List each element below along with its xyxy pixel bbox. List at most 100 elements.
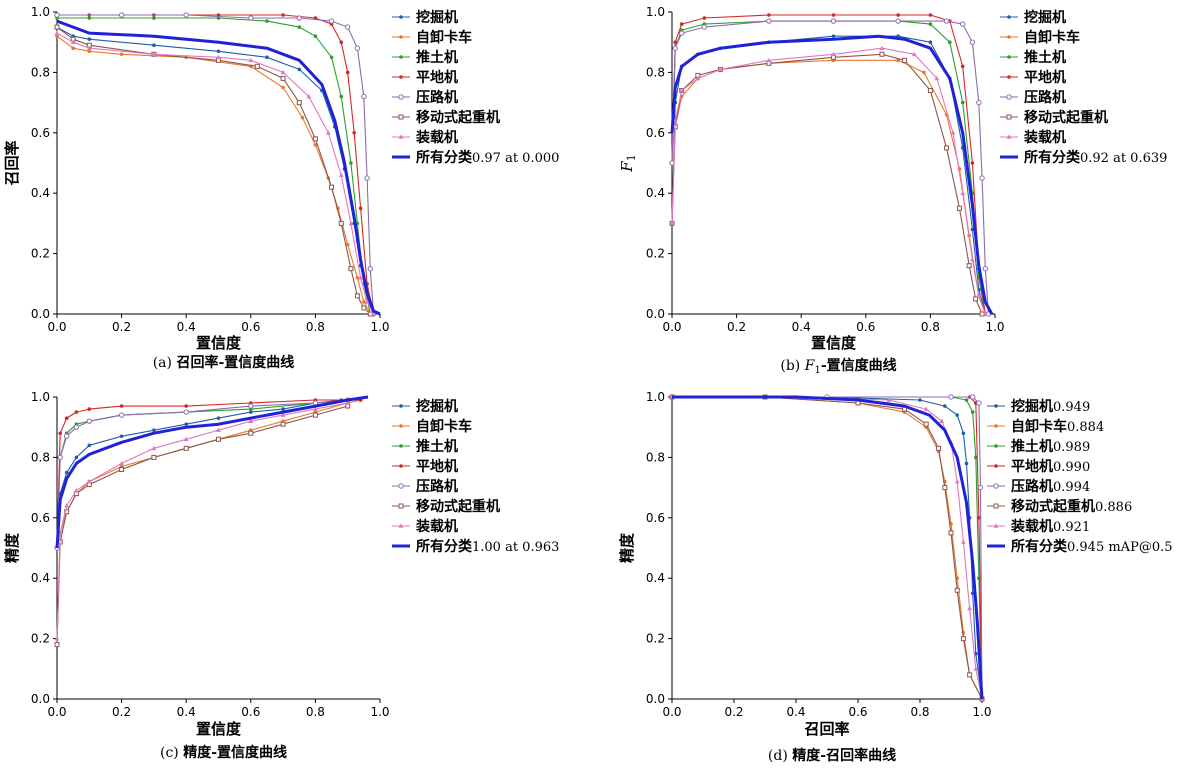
panel-caption: (c) 精度-置信度曲线 xyxy=(160,744,287,761)
data-point xyxy=(265,55,269,60)
chart-panel-c: 0.0 0.2 0.4 0.6 0.8 1.0 0.0 0.2 0.4 0.6 0.8 1.0 置信度 精… xyxy=(3,390,559,761)
data-point xyxy=(119,434,124,439)
series-line xyxy=(671,20,990,315)
data-point xyxy=(86,478,92,484)
data-point xyxy=(927,88,933,94)
data-point xyxy=(119,404,124,408)
legend-marker xyxy=(399,424,403,428)
data-point xyxy=(280,421,286,427)
legend-entry: 装载机 xyxy=(1023,129,1066,146)
y-axis-title: 精度 xyxy=(3,532,21,563)
series-0 xyxy=(670,34,988,316)
legend-entry: 压路机 xyxy=(416,89,458,106)
chart-panel-a: 0.0 0.2 0.4 0.6 0.8 1.0 0.0 0.2 0.4 0.6 0.8 1.0 置信度 召… xyxy=(3,5,559,371)
data-point xyxy=(939,418,945,423)
data-point xyxy=(300,115,305,120)
data-point xyxy=(977,516,981,520)
data-point xyxy=(358,275,364,280)
data-point xyxy=(281,85,285,90)
data-point xyxy=(970,410,975,414)
x-axis-title: 置信度 xyxy=(196,720,242,738)
legend-marker xyxy=(399,35,403,39)
data-point xyxy=(152,43,156,48)
data-point xyxy=(216,416,221,420)
data-point xyxy=(361,93,367,100)
data-point xyxy=(896,13,900,17)
data-point xyxy=(86,45,92,51)
data-point xyxy=(348,220,354,226)
series-line xyxy=(56,19,381,316)
data-point xyxy=(151,445,157,451)
legend-marker xyxy=(1007,75,1011,79)
series-1 xyxy=(670,395,984,701)
series-4 xyxy=(54,12,377,317)
series-line xyxy=(670,34,994,315)
y-tick-label: 0.4 xyxy=(646,571,665,585)
data-point xyxy=(923,421,929,427)
series-0 xyxy=(55,25,376,316)
legend-entry: 压路机 xyxy=(416,478,458,495)
series-line xyxy=(56,399,348,549)
data-point xyxy=(54,24,60,30)
data-point xyxy=(184,422,188,426)
data-point xyxy=(64,470,69,475)
data-point xyxy=(183,12,189,18)
data-point xyxy=(954,587,960,593)
data-point xyxy=(960,636,966,642)
data-point xyxy=(678,30,685,36)
data-point xyxy=(119,52,124,57)
data-point xyxy=(296,15,302,21)
y-tick-label: 0.2 xyxy=(31,632,50,646)
data-point xyxy=(73,488,79,493)
data-point xyxy=(280,69,286,75)
legend: 挖掘机0.949 自卸卡车0.884 推土机0.989 平地机0.990 压路机0.99… xyxy=(987,398,1173,555)
legend-entry: 平地机0.990 xyxy=(1011,458,1090,475)
data-point xyxy=(358,206,363,211)
data-point xyxy=(54,636,60,641)
data-point xyxy=(54,642,60,648)
series-4 xyxy=(669,394,985,702)
panel-caption: (d) 精度-召回率曲线 xyxy=(768,747,896,764)
data-point xyxy=(87,16,92,20)
legend-entry: 挖掘机 xyxy=(416,9,458,26)
data-point xyxy=(265,19,269,23)
data-point xyxy=(152,16,156,20)
x-axis-title: 召回率 xyxy=(804,720,849,738)
legend-marker xyxy=(994,444,998,448)
data-point xyxy=(679,22,684,26)
legend-marker xyxy=(398,134,404,139)
data-point xyxy=(248,57,254,63)
x-tick-label: 0.0 xyxy=(662,705,681,719)
y-tick-label: 0.0 xyxy=(31,307,50,321)
data-point xyxy=(74,455,79,460)
data-point xyxy=(944,145,950,151)
data-point xyxy=(928,22,933,26)
legend-marker xyxy=(399,444,403,448)
data-point xyxy=(216,16,221,20)
x-axis-title: 置信度 xyxy=(196,334,242,352)
data-point xyxy=(934,75,940,81)
data-point xyxy=(766,57,772,63)
data-point xyxy=(960,100,965,105)
series-6 xyxy=(54,30,376,316)
series-5 xyxy=(54,403,351,648)
series-4 xyxy=(669,18,992,317)
legend-marker xyxy=(1007,15,1011,19)
data-point xyxy=(313,406,318,411)
data-point xyxy=(982,266,989,272)
x-tick-label: 0.2 xyxy=(112,320,131,334)
data-point xyxy=(64,503,70,508)
y-axis-title: 召回率 xyxy=(3,140,21,185)
legend-marker xyxy=(399,15,403,19)
legend-entry: 推土机 xyxy=(1024,49,1066,66)
y-tick-label: 1.0 xyxy=(31,5,50,19)
data-point xyxy=(922,70,926,75)
data-point xyxy=(702,16,707,20)
data-point xyxy=(183,436,189,442)
legend-marker xyxy=(993,523,999,528)
data-point xyxy=(364,175,370,181)
legend-entry: 所有分类0.97 at 0.000 xyxy=(416,149,559,166)
data-point xyxy=(695,75,701,81)
data-point xyxy=(312,136,318,142)
